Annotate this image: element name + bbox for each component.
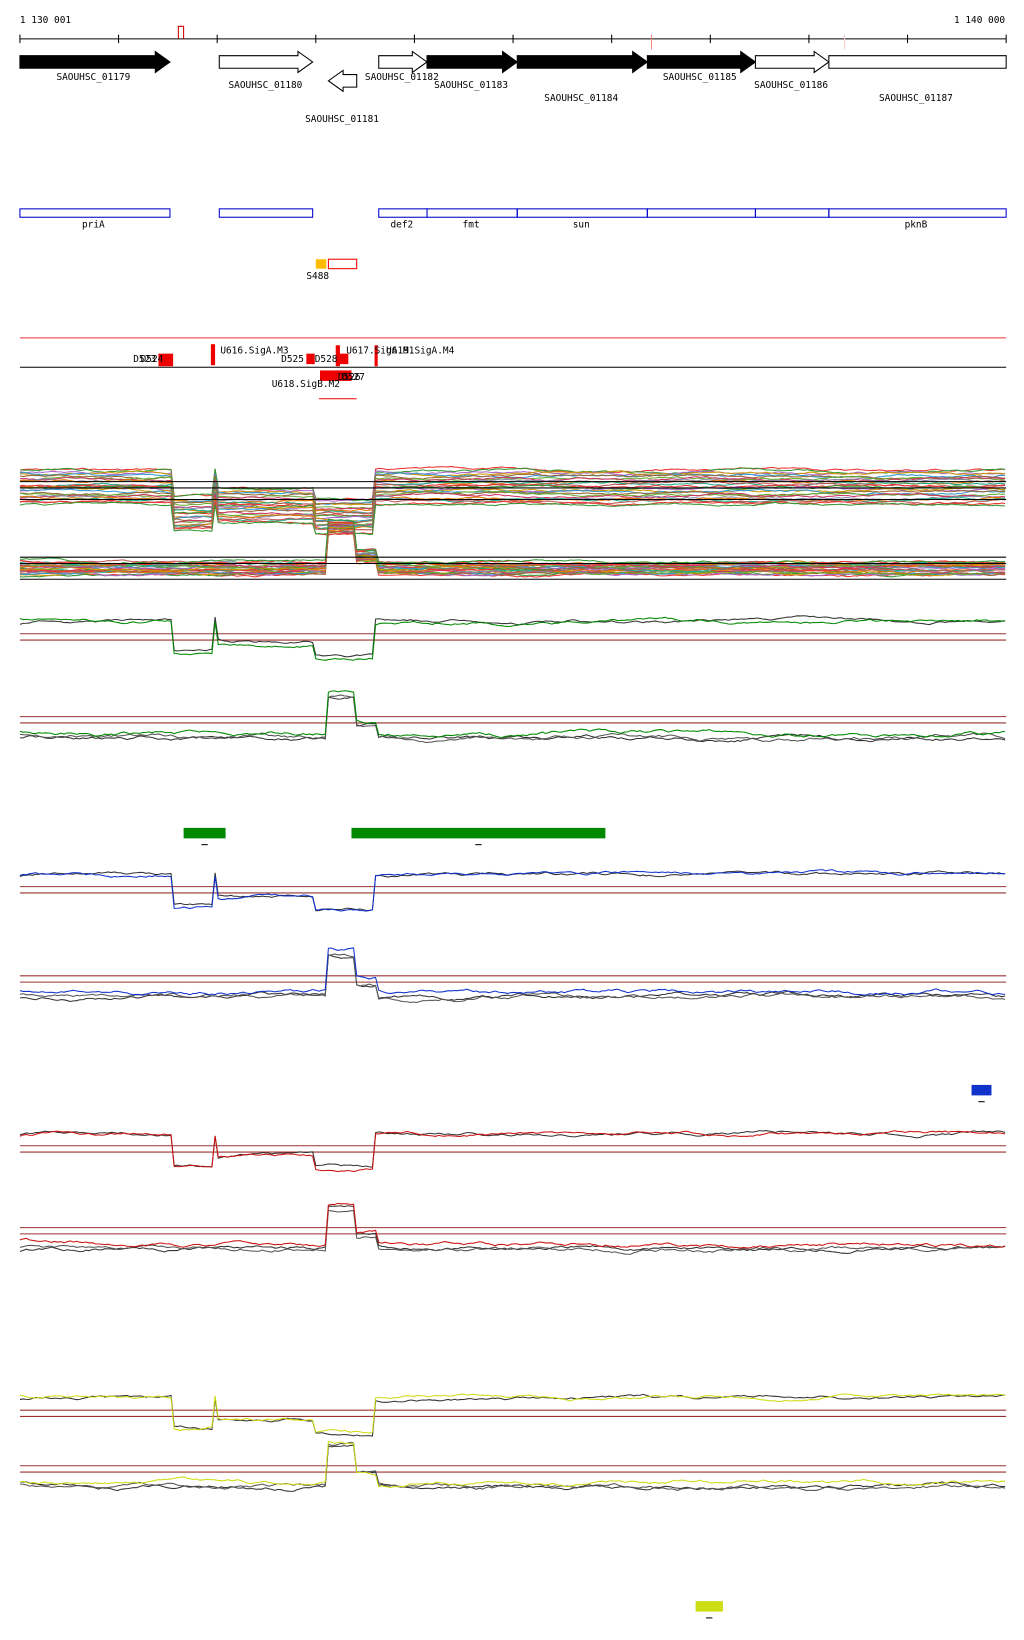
operon-box — [754, 208, 830, 218]
promoter-label: D527 — [342, 372, 365, 383]
profile-line — [19, 694, 1006, 744]
profile-line — [19, 521, 1006, 567]
profile-line — [19, 690, 1006, 739]
promoter-label: D526 — [338, 372, 361, 383]
profile-line — [19, 521, 1006, 568]
promoter-mark — [320, 370, 352, 381]
gene-arrow — [378, 50, 428, 74]
promoter-mark — [158, 353, 174, 367]
profile-line — [19, 490, 1006, 526]
gene-arrow — [218, 50, 314, 74]
profile-line — [19, 499, 1006, 536]
promoter-label: D525 — [281, 354, 304, 365]
promoter-label: U617.SigA.M1 — [346, 346, 415, 357]
profile-line — [19, 1441, 1006, 1492]
profile-line — [19, 480, 1006, 515]
promoter-mark — [210, 344, 216, 366]
profile-line — [19, 1440, 1006, 1489]
operon-label: def2 — [390, 220, 413, 231]
profile-line — [19, 470, 1006, 506]
srna-mark — [315, 259, 327, 269]
operon-box — [378, 208, 428, 218]
promoter-mark — [337, 353, 349, 365]
profile-line — [19, 616, 1006, 661]
gene-arrow — [754, 50, 830, 74]
profile-line — [19, 1202, 1006, 1249]
srna-label: S488 — [306, 271, 329, 282]
profile-line — [19, 521, 1006, 567]
gene-label: SAOUHSC_01182 — [365, 72, 439, 83]
ruler-marker — [177, 25, 185, 39]
gene-label: SAOUHSC_01183 — [434, 80, 508, 91]
operon-label: priA — [82, 220, 105, 231]
profile-line — [19, 1393, 1006, 1434]
profile-line — [19, 501, 1006, 535]
profile-line — [19, 696, 1006, 743]
profile-line — [19, 615, 1006, 658]
gene-arrow — [516, 50, 649, 74]
profile-line — [19, 1130, 1006, 1173]
profile-line — [19, 1209, 1006, 1255]
gene-arrow — [19, 50, 171, 74]
gene-label: SAOUHSC_01181 — [305, 114, 379, 125]
profile-line — [19, 869, 1006, 912]
profile-line — [19, 1205, 1006, 1255]
gene-label: SAOUHSC_01179 — [56, 72, 130, 83]
operon-box — [19, 208, 171, 218]
start-coord: 1 130 001 — [20, 15, 71, 26]
promoter-label: D523 — [133, 354, 156, 365]
gene-label: SAOUHSC_01187 — [879, 93, 953, 104]
end-coord: 1 140 000 — [954, 15, 1005, 26]
region-bar — [971, 1084, 992, 1096]
region-bar — [695, 1601, 723, 1612]
promoter-label: U618.SigB.M2 — [272, 379, 340, 390]
gene-label: SAOUHSC_01185 — [663, 72, 737, 83]
region-bar — [183, 827, 226, 839]
operon-box — [646, 208, 756, 218]
operon-box — [218, 208, 314, 218]
profile-line — [19, 467, 1006, 502]
gene-label: SAOUHSC_01180 — [229, 80, 303, 91]
profile-line — [19, 484, 1006, 518]
srna-box — [327, 258, 358, 270]
profile-line — [19, 947, 1006, 996]
promoter-label: U619.SigA.M4 — [386, 346, 455, 357]
operon-label: pknB — [905, 220, 928, 231]
profile-line — [19, 475, 1006, 510]
gene-label: SAOUHSC_01186 — [754, 80, 828, 91]
profile-line — [19, 477, 1006, 514]
profile-line — [19, 1130, 1006, 1168]
profile-line — [19, 953, 1006, 1003]
profile-line — [19, 1393, 1006, 1437]
expression-tracks — [19, 465, 1007, 1492]
profile-line — [19, 495, 1006, 530]
operon-label: fmt — [463, 220, 480, 231]
promoter-label: D524 — [141, 354, 164, 365]
gene-label: SAOUHSC_01184 — [544, 93, 618, 104]
promoter-mark — [374, 345, 378, 367]
profile-line — [19, 1444, 1006, 1492]
gene-arrow — [426, 50, 519, 74]
operon-box — [426, 208, 518, 218]
profile-line — [19, 870, 1006, 912]
profile-line — [19, 521, 1006, 567]
gene-arrow — [646, 50, 757, 74]
operon-label: sun — [573, 220, 590, 231]
gene-arrow — [327, 69, 358, 93]
promoter-mark — [306, 353, 315, 365]
operon-box — [516, 208, 648, 218]
profile-line — [19, 492, 1006, 527]
gene-arrow — [828, 55, 1007, 69]
promoter-mark — [335, 345, 340, 367]
promoter-label: U616.SigA.M3 — [220, 346, 288, 357]
promoter-label: D528 — [315, 354, 338, 365]
region-bar — [351, 827, 606, 839]
operon-box — [828, 208, 1007, 218]
